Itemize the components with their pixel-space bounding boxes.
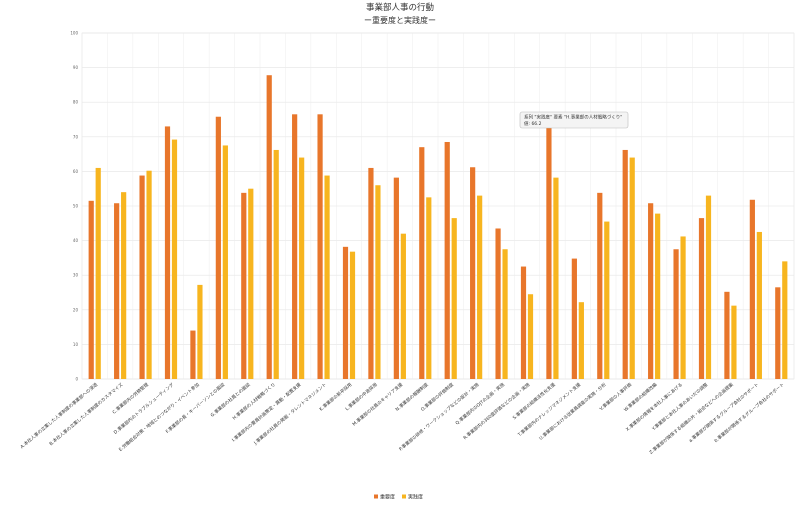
bar-importance-2[interactable] xyxy=(139,175,145,379)
bar-importance-24[interactable] xyxy=(698,218,705,379)
bar-practice-4[interactable] xyxy=(197,284,203,379)
bar-importance-1[interactable] xyxy=(114,203,120,379)
bar-importance-25[interactable] xyxy=(724,291,730,379)
y-tick-label: 60 xyxy=(73,169,79,174)
y-tick-label: 10 xyxy=(73,342,79,347)
bar-practice-5[interactable] xyxy=(222,145,228,379)
x-axis-category-labels: A.本社人事の立案した人事制度の事業部への浸透B.本社人事の立案した人事制度のカ… xyxy=(19,381,786,456)
bar-importance-12[interactable] xyxy=(393,177,399,379)
bar-importance-16[interactable] xyxy=(495,228,501,379)
bar-importance-6[interactable] xyxy=(241,192,247,379)
bars[interactable] xyxy=(88,75,788,380)
bar-practice-21[interactable] xyxy=(629,157,635,379)
bar-practice-9[interactable] xyxy=(324,175,330,379)
tooltip-line-2: 値: 66.2 xyxy=(524,120,542,127)
y-tick-label: 90 xyxy=(73,65,79,70)
bar-importance-21[interactable] xyxy=(622,149,628,379)
category-label: S.事業部の組織活性化支援 xyxy=(511,381,557,421)
tooltip-box xyxy=(519,111,629,129)
chart-subtitle: ー重要度と実践度ー xyxy=(364,15,436,25)
y-tick-label: 100 xyxy=(70,31,78,36)
bar-importance-18[interactable] xyxy=(546,124,552,379)
bar-importance-27[interactable] xyxy=(775,287,781,379)
category-label: Q.事業部内のOJTの企画・実施 xyxy=(454,381,506,427)
bar-importance-7[interactable] xyxy=(266,75,272,380)
y-tick-label: 30 xyxy=(73,273,79,278)
bar-practice-20[interactable] xyxy=(604,221,610,379)
bar-practice-26[interactable] xyxy=(756,231,762,379)
bar-importance-15[interactable] xyxy=(470,167,476,379)
bar-importance-8[interactable] xyxy=(292,114,298,379)
bar-practice-8[interactable] xyxy=(299,157,305,379)
y-tick-label: 40 xyxy=(73,238,79,243)
bar-practice-18[interactable] xyxy=(553,177,559,379)
bar-importance-22[interactable] xyxy=(648,203,654,379)
tooltip: 系列 "実践度" 要素 "H.事業部の人材戦略づくり" 値: 66.2 xyxy=(519,111,629,129)
bar-practice-6[interactable] xyxy=(248,188,254,379)
bar-importance-14[interactable] xyxy=(444,141,450,379)
bar-importance-11[interactable] xyxy=(368,167,374,379)
bar-importance-4[interactable] xyxy=(190,330,196,379)
legend-label-importance: 重要度 xyxy=(380,494,395,501)
bar-importance-26[interactable] xyxy=(749,199,755,379)
bar-practice-14[interactable] xyxy=(451,218,457,379)
bar-practice-17[interactable] xyxy=(527,294,534,379)
bar-practice-13[interactable] xyxy=(426,197,432,379)
bar-importance-23[interactable] xyxy=(673,249,679,379)
bar-practice-3[interactable] xyxy=(171,139,178,379)
legend-label-practice: 実践度 xyxy=(408,494,423,501)
bar-importance-0[interactable] xyxy=(88,200,94,379)
bar-importance-19[interactable] xyxy=(571,258,577,379)
bar-practice-19[interactable] xyxy=(578,302,584,379)
bar-practice-22[interactable] xyxy=(655,213,661,379)
y-tick-label: 50 xyxy=(73,204,79,209)
bar-practice-12[interactable] xyxy=(400,233,406,379)
bar-practice-16[interactable] xyxy=(502,249,508,379)
bar-importance-17[interactable] xyxy=(520,266,527,379)
legend-swatch-importance xyxy=(374,494,378,499)
chart-title: 事業部人事の行動 xyxy=(366,2,434,13)
bar-practice-0[interactable] xyxy=(95,167,101,379)
bar-practice-24[interactable] xyxy=(705,195,712,379)
bar-practice-10[interactable] xyxy=(349,251,356,379)
y-tick-label: 0 xyxy=(75,377,78,382)
category-label: H.事業部の人材戦略づくり xyxy=(231,381,277,421)
bar-practice-23[interactable] xyxy=(680,236,686,379)
bar-importance-20[interactable] xyxy=(597,192,603,379)
y-tick-label: 20 xyxy=(73,307,79,312)
bar-practice-1[interactable] xyxy=(121,192,127,379)
bar-practice-2[interactable] xyxy=(146,170,152,379)
bar-importance-3[interactable] xyxy=(164,126,171,379)
bar-importance-10[interactable] xyxy=(342,246,349,379)
category-label: M.事業部の社員のキャリア支援 xyxy=(351,381,405,428)
legend: 重要度 実践度 xyxy=(374,494,423,501)
y-axis-tick-labels: 0 10 20 30 40 50 60 70 80 90 100 xyxy=(70,31,78,382)
y-tick-label: 80 xyxy=(73,100,79,105)
y-tick-label: 70 xyxy=(73,134,79,139)
legend-swatch-practice xyxy=(402,494,406,499)
bar-practice-25[interactable] xyxy=(731,305,737,379)
tooltip-line-1: 系列 "実践度" 要素 "H.事業部の人材戦略づくり" xyxy=(524,114,622,121)
bar-practice-7[interactable] xyxy=(273,149,279,379)
bar-practice-27[interactable] xyxy=(782,261,788,379)
bar-practice-11[interactable] xyxy=(375,185,381,379)
bar-importance-5[interactable] xyxy=(215,116,221,379)
bar-practice-15[interactable] xyxy=(477,195,483,379)
bar-importance-9[interactable] xyxy=(317,114,323,379)
bar-importance-13[interactable] xyxy=(419,147,425,379)
